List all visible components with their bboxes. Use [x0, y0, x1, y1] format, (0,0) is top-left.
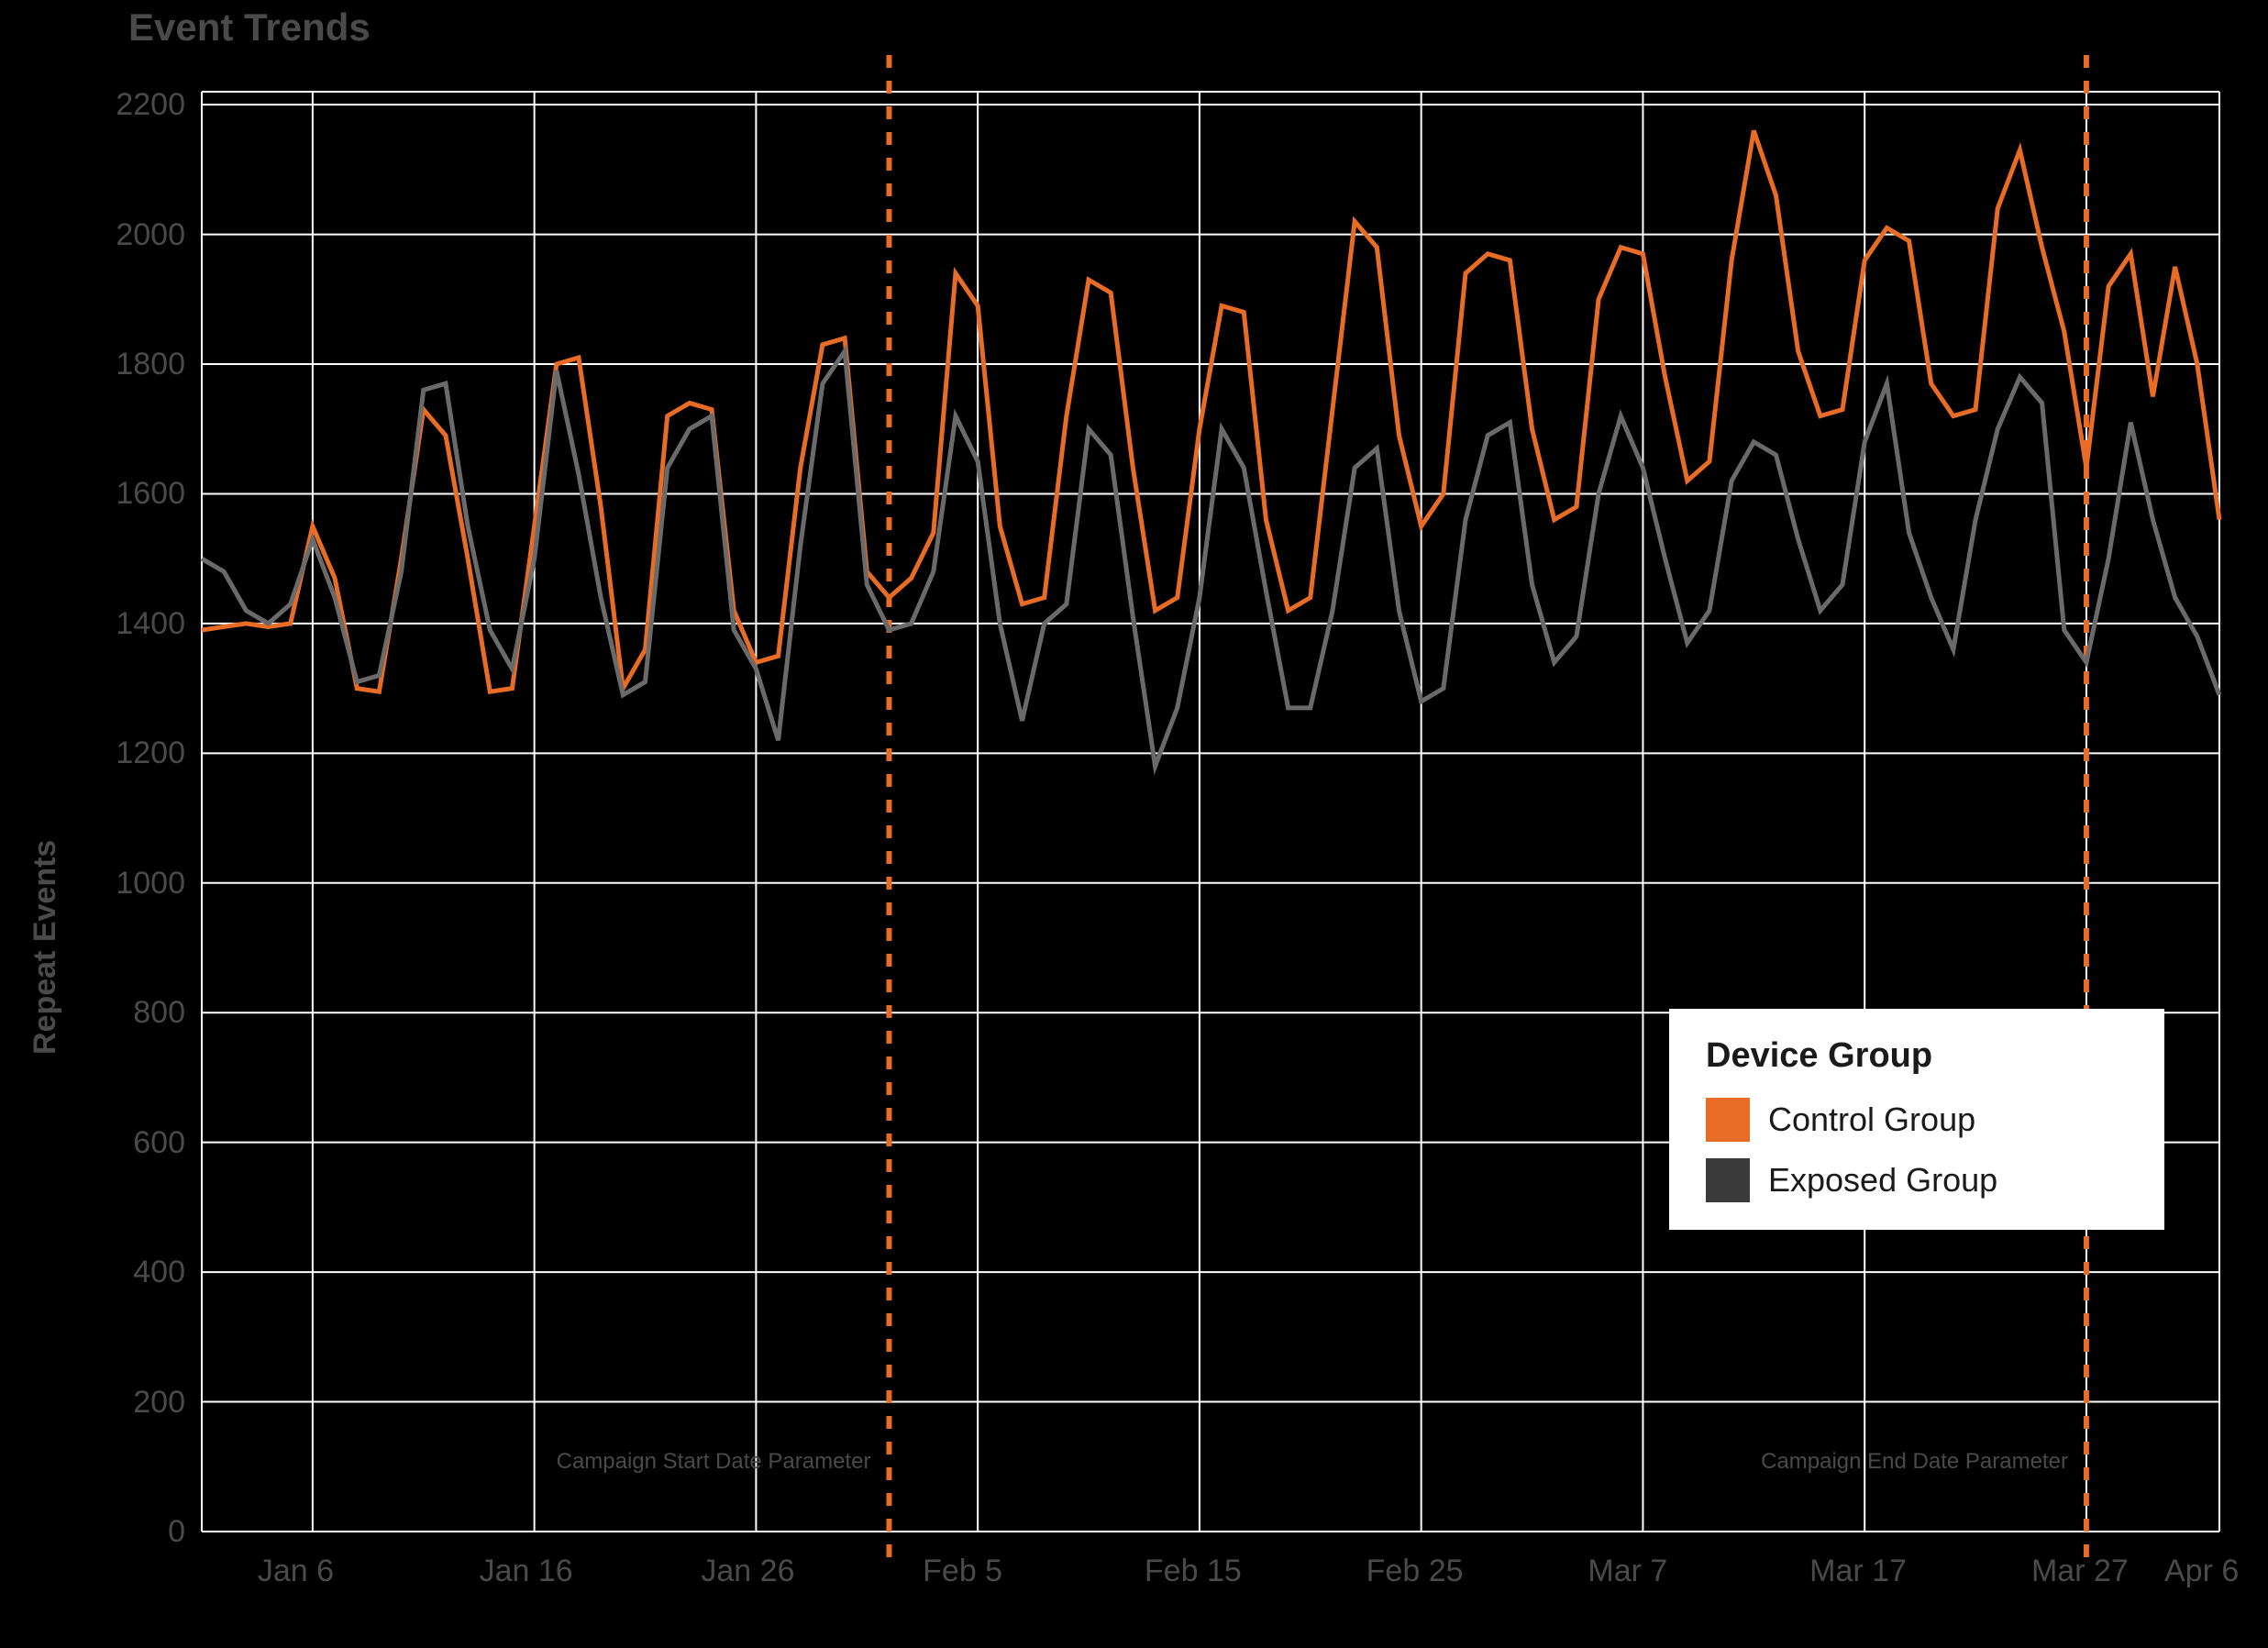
x-tick-label: Feb 15	[1145, 1554, 1242, 1589]
y-tick-label: 600	[133, 1125, 185, 1161]
legend-item: Control Group	[1706, 1098, 2128, 1142]
legend-item: Exposed Group	[1706, 1158, 2128, 1202]
legend-swatch	[1706, 1158, 1750, 1202]
y-tick-label: 1600	[116, 476, 185, 512]
y-tick-label: 800	[133, 995, 185, 1031]
y-tick-label: 0	[168, 1514, 185, 1550]
legend: Device Group Control Group Exposed Group	[1669, 1009, 2164, 1230]
x-tick-label: Jan 6	[258, 1554, 334, 1589]
legend-swatch	[1706, 1098, 1750, 1142]
y-tick-label: 1200	[116, 736, 185, 771]
reference-line-label: Campaign End Date Parameter	[1591, 1449, 2068, 1475]
x-tick-label: Jan 26	[701, 1554, 794, 1589]
x-tick-label: Mar 7	[1588, 1554, 1667, 1589]
x-tick-label: Apr 6	[2164, 1554, 2239, 1589]
reference-line-label: Campaign Start Date Parameter	[393, 1449, 870, 1475]
y-tick-label: 1400	[116, 606, 185, 642]
x-tick-label: Feb 5	[923, 1554, 1002, 1589]
y-tick-label: 400	[133, 1255, 185, 1290]
line-chart	[0, 0, 2268, 1648]
y-tick-label: 2200	[116, 87, 185, 123]
legend-label: Exposed Group	[1768, 1161, 1997, 1200]
x-tick-label: Feb 25	[1366, 1554, 1464, 1589]
x-tick-label: Jan 16	[480, 1554, 573, 1589]
y-tick-label: 200	[133, 1385, 185, 1421]
y-tick-label: 1000	[116, 866, 185, 901]
y-tick-label: 2000	[116, 217, 185, 253]
legend-title: Device Group	[1706, 1036, 2128, 1076]
x-tick-label: Mar 17	[1809, 1554, 1907, 1589]
legend-label: Control Group	[1768, 1101, 1975, 1139]
y-tick-label: 1800	[116, 347, 185, 382]
x-tick-label: Mar 27	[2031, 1554, 2129, 1589]
